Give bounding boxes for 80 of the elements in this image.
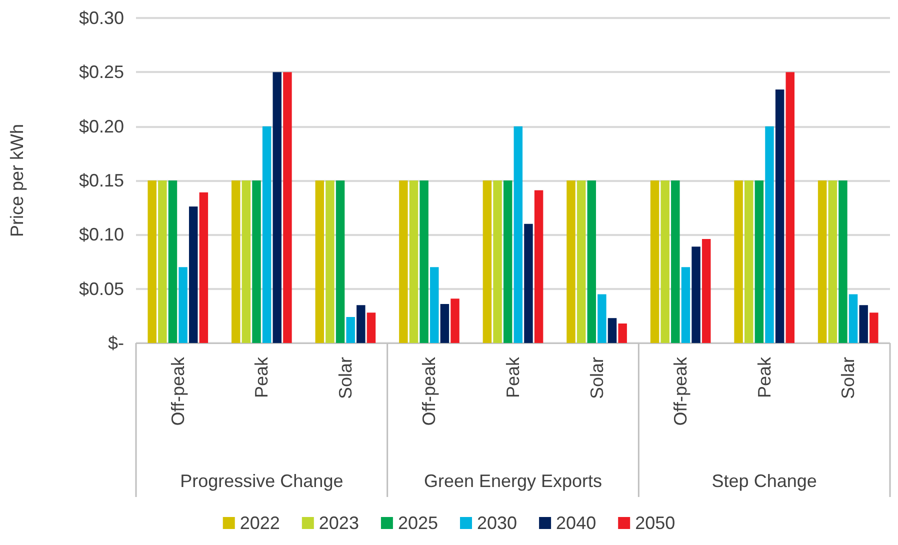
y-tick-label: $0.05	[78, 278, 124, 299]
bar	[660, 180, 670, 343]
bar	[188, 206, 198, 343]
x-tick-label: Solar	[586, 357, 607, 400]
bar	[828, 180, 838, 343]
bar	[199, 192, 208, 343]
bar	[252, 180, 261, 343]
bar	[326, 180, 334, 343]
bar	[618, 324, 627, 343]
bar	[482, 180, 492, 343]
legend-label: 2023	[318, 513, 359, 533]
bar	[848, 294, 858, 343]
bar	[818, 180, 827, 343]
bar	[158, 180, 167, 343]
bar	[671, 180, 680, 343]
bar	[440, 304, 450, 343]
bar	[272, 72, 282, 343]
bar	[576, 180, 586, 343]
bar	[870, 312, 878, 343]
bar	[262, 126, 272, 343]
legend-label: 2050	[635, 513, 676, 533]
bar	[366, 312, 376, 343]
bar	[838, 180, 848, 343]
text: Green Energy Exports	[424, 471, 602, 491]
bar	[232, 180, 240, 343]
bar	[524, 224, 533, 343]
bar	[178, 267, 188, 343]
bar	[681, 267, 690, 343]
x-tick-label: Peak	[754, 356, 774, 398]
x-tick-label: Off-peak	[419, 356, 440, 426]
y-tick-label: $0.25	[78, 62, 124, 82]
legend-label: 2030	[477, 513, 518, 533]
bar	[503, 180, 512, 343]
bar	[765, 126, 774, 343]
x-tick-label: Off-peak	[670, 356, 691, 426]
legend-label: 2040	[556, 513, 596, 533]
bar	[859, 305, 868, 343]
bar	[399, 180, 408, 343]
y-tick-label: $-	[108, 333, 124, 353]
x-tick-label: Solar	[838, 357, 858, 400]
bar	[514, 126, 523, 343]
bar	[420, 180, 428, 343]
bar	[702, 239, 711, 343]
bar	[692, 246, 700, 343]
y-tick-label: $0.15	[78, 170, 124, 190]
bar	[786, 72, 794, 343]
bar	[148, 180, 156, 343]
y-tick-label: $0.30	[78, 8, 124, 28]
bar	[650, 180, 660, 343]
text: Step Change	[712, 471, 817, 491]
bar	[534, 190, 544, 343]
bar	[493, 180, 502, 343]
x-tick-label: Off-peak	[168, 356, 188, 426]
bar	[608, 318, 617, 343]
x-tick-label: Peak	[252, 356, 272, 398]
bar	[598, 294, 606, 343]
bar	[775, 90, 784, 343]
x-tick-label: Peak	[503, 356, 523, 398]
x-tick-label: Solar	[335, 357, 356, 400]
legend-label: 2022	[240, 513, 280, 533]
bar	[283, 72, 292, 343]
text: Progressive Change	[180, 471, 344, 491]
bar	[566, 180, 576, 343]
bar	[754, 180, 764, 343]
y-tick-label: $0.20	[78, 116, 124, 136]
bar	[168, 180, 178, 343]
bar	[336, 180, 345, 343]
y-tick-label: $0.10	[78, 224, 124, 245]
bar	[450, 298, 460, 343]
bar	[346, 317, 355, 343]
bar	[744, 180, 754, 343]
bar	[587, 180, 596, 343]
bar	[315, 180, 324, 343]
y-axis-title: Price per kWh	[7, 124, 27, 238]
bar	[430, 267, 439, 343]
bar	[356, 305, 366, 343]
bar	[242, 180, 251, 343]
bar	[409, 180, 418, 343]
legend-label: 2025	[398, 513, 438, 533]
bar	[734, 180, 743, 343]
